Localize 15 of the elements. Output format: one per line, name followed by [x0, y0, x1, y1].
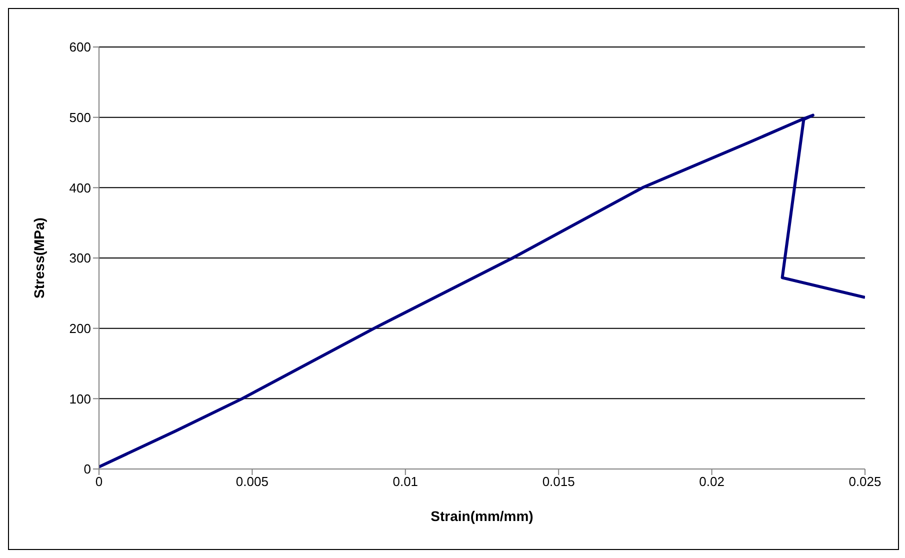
y-tick-label: 100 [69, 391, 91, 406]
x-tick-label: 0.02 [699, 474, 724, 490]
y-tick-label: 0 [84, 462, 91, 477]
y-axis-title: Stress(MPa) [30, 218, 47, 298]
y-tick-label: 200 [69, 320, 91, 336]
x-tick-label: 0.005 [236, 474, 268, 490]
x-tick-label: 0.01 [392, 474, 418, 490]
y-tick-label: 600 [69, 40, 91, 55]
x-tick-label: 0 [95, 474, 103, 490]
y-tick-label: 400 [69, 180, 91, 196]
y-tick-label: 300 [69, 250, 91, 266]
x-tick-label: 0.015 [542, 474, 575, 490]
y-tick-label: 500 [69, 110, 91, 125]
x-axis-title: Strain(mm/mm) [430, 508, 534, 524]
x-tick-label: 0.025 [848, 474, 882, 490]
